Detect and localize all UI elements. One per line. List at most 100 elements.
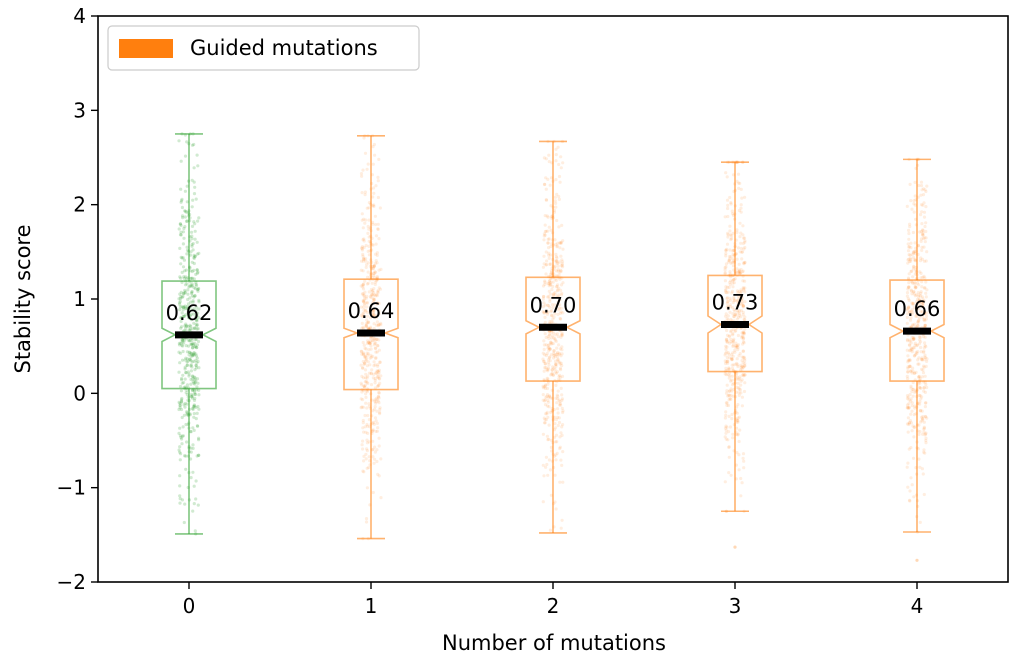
data-point — [548, 299, 552, 303]
data-point — [376, 324, 380, 328]
data-point — [924, 295, 928, 299]
data-point — [543, 315, 547, 319]
data-point — [372, 372, 376, 376]
data-point — [545, 393, 550, 397]
data-point — [740, 196, 744, 200]
data-point — [178, 302, 182, 306]
data-point — [738, 235, 742, 239]
data-point — [184, 268, 188, 272]
data-point — [378, 406, 382, 410]
data-point — [372, 461, 376, 465]
data-point — [364, 356, 368, 360]
data-point — [365, 305, 369, 309]
data-point — [741, 373, 745, 377]
data-point — [193, 315, 198, 319]
data-point — [195, 288, 200, 292]
data-point — [921, 275, 925, 279]
data-point — [183, 358, 187, 362]
data-point — [729, 255, 733, 259]
data-point — [361, 285, 365, 289]
data-point — [373, 363, 377, 367]
data-point — [923, 451, 927, 455]
data-point — [561, 311, 565, 315]
data-point — [914, 306, 919, 310]
data-point — [359, 381, 363, 385]
data-point — [546, 344, 550, 348]
data-point — [183, 454, 187, 458]
data-point — [724, 254, 728, 258]
data-point — [917, 432, 921, 436]
data-point — [907, 406, 911, 410]
data-point — [730, 363, 734, 367]
data-point — [742, 261, 746, 265]
data-point — [908, 358, 912, 362]
data-point — [191, 406, 195, 411]
data-point — [547, 284, 551, 288]
data-point — [731, 285, 735, 289]
data-point — [920, 419, 924, 423]
data-point — [190, 284, 195, 288]
data-point — [187, 374, 191, 378]
data-point — [361, 405, 365, 409]
data-point — [373, 450, 377, 454]
data-point — [559, 241, 563, 245]
data-point — [726, 299, 730, 303]
data-point — [912, 292, 916, 296]
data-point — [369, 344, 373, 348]
data-point — [913, 203, 917, 207]
data-point — [546, 334, 550, 339]
data-point — [195, 327, 199, 331]
data-point — [727, 334, 731, 339]
data-point — [189, 354, 193, 358]
data-point — [905, 204, 909, 208]
data-point — [192, 404, 196, 409]
data-point — [731, 312, 735, 316]
data-point — [740, 250, 744, 254]
median-labels-layer: 0.62 0.64 0.70 0.73 0.66 — [166, 290, 941, 324]
data-point — [728, 425, 733, 429]
data-point — [906, 261, 910, 265]
data-point — [916, 304, 920, 308]
data-point — [369, 287, 373, 292]
data-point — [910, 348, 914, 352]
data-point — [920, 245, 924, 249]
data-point — [189, 283, 193, 287]
data-point — [723, 359, 727, 363]
data-point — [741, 286, 745, 290]
data-point — [194, 363, 198, 367]
data-point — [547, 394, 552, 399]
data-point — [918, 376, 922, 380]
data-point — [181, 338, 185, 343]
data-point — [378, 412, 382, 416]
data-point — [906, 360, 910, 364]
data-point — [544, 412, 548, 416]
data-point — [544, 263, 548, 267]
data-point — [730, 357, 734, 361]
data-point — [731, 327, 735, 332]
data-point — [359, 284, 363, 288]
data-point — [193, 294, 197, 298]
data-point — [905, 338, 910, 342]
data-point — [179, 223, 183, 228]
data-point — [911, 369, 915, 373]
data-point — [920, 415, 924, 419]
data-point — [366, 326, 370, 330]
data-point — [182, 341, 186, 345]
data-point — [561, 247, 565, 251]
data-point — [543, 421, 547, 425]
data-point — [179, 326, 183, 330]
data-point — [363, 355, 367, 360]
data-point — [541, 357, 545, 361]
data-point — [373, 378, 377, 382]
data-point — [725, 403, 729, 407]
data-point — [365, 167, 369, 171]
data-point — [556, 389, 560, 393]
data-point — [724, 361, 728, 366]
data-point — [905, 394, 910, 398]
data-point — [374, 222, 378, 227]
data-point — [541, 432, 546, 436]
data-point — [197, 286, 201, 291]
data-point — [558, 246, 562, 250]
data-point — [908, 256, 913, 260]
box-body — [525, 276, 581, 382]
